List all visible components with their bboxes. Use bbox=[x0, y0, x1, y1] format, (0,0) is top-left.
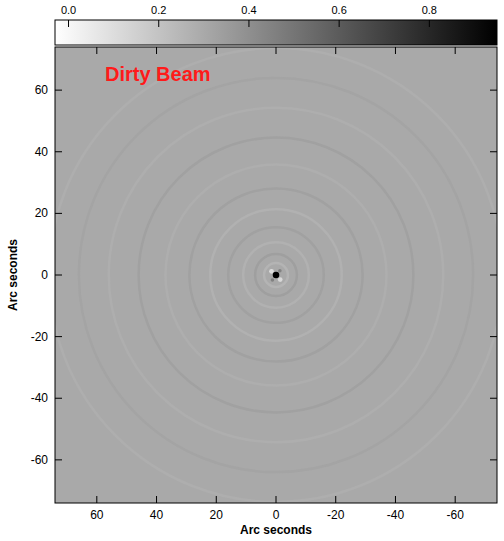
ring bbox=[79, 78, 473, 472]
colorbar-tick bbox=[429, 20, 430, 27]
ring bbox=[255, 254, 297, 296]
x-tick bbox=[96, 47, 97, 54]
beam-spot bbox=[273, 272, 280, 279]
ring bbox=[264, 263, 288, 287]
x-tick-label: 40 bbox=[150, 508, 164, 522]
ring bbox=[189, 188, 362, 361]
colorbar-tick-label: 0.8 bbox=[422, 4, 437, 16]
ring bbox=[109, 108, 443, 442]
ring bbox=[55, 48, 497, 502]
colorbar-tick-label: 0.2 bbox=[151, 4, 166, 16]
beam-spot bbox=[269, 269, 274, 274]
x-tick bbox=[156, 496, 157, 503]
y-tick-label: 40 bbox=[35, 145, 49, 159]
x-tick-label: 0 bbox=[273, 508, 280, 522]
colorbar-tick bbox=[248, 20, 249, 27]
y-tick-label: -60 bbox=[31, 453, 49, 467]
y-tick bbox=[55, 398, 62, 399]
ring bbox=[228, 227, 324, 323]
title: Dirty Beam bbox=[105, 63, 211, 85]
y-tick bbox=[55, 275, 62, 276]
y-tick bbox=[490, 459, 497, 460]
x-tick-label: -20 bbox=[327, 508, 345, 522]
colorbar-tick bbox=[158, 20, 159, 27]
colorbar-tick-label: 0.0 bbox=[61, 4, 76, 16]
colorbar-tick-label: 0.4 bbox=[241, 4, 256, 16]
y-tick bbox=[490, 90, 497, 91]
x-tick bbox=[156, 47, 157, 54]
colorbar-tick bbox=[68, 20, 69, 27]
y-axis-title: Arc seconds bbox=[6, 239, 20, 311]
y-tick-label: 20 bbox=[35, 206, 49, 220]
x-tick bbox=[276, 496, 277, 503]
x-axis-title: Arc seconds bbox=[240, 523, 312, 537]
chart: 0.0 0.2 0.4 0.6 0.8 60 40 20 0 -20 -40 -60 -60 -40 -20… bbox=[0, 0, 504, 541]
y-tick bbox=[55, 459, 62, 460]
colorbar bbox=[55, 20, 497, 45]
colorbar-tick-label: 0.6 bbox=[331, 4, 346, 16]
y-tick bbox=[490, 151, 497, 152]
y-tick-label: -40 bbox=[31, 391, 49, 405]
ring bbox=[166, 165, 387, 386]
image bbox=[55, 47, 497, 503]
x-tick bbox=[216, 496, 217, 503]
y-tick bbox=[55, 151, 62, 152]
x-tick bbox=[395, 496, 396, 503]
y-tick bbox=[55, 336, 62, 337]
ring bbox=[139, 138, 414, 413]
beam-spot bbox=[271, 278, 275, 282]
y-tick bbox=[490, 336, 497, 337]
x-tick bbox=[216, 47, 217, 54]
x-tick bbox=[455, 47, 456, 54]
y-tick bbox=[490, 213, 497, 214]
x-tick-label: 20 bbox=[210, 508, 224, 522]
ring bbox=[243, 242, 309, 308]
y-tick bbox=[490, 398, 497, 399]
x-tick-label: -40 bbox=[387, 508, 405, 522]
y-tick bbox=[55, 213, 62, 214]
x-tick-label: 60 bbox=[90, 508, 104, 522]
y-tick bbox=[490, 275, 497, 276]
x-tick bbox=[335, 47, 336, 54]
x-tick bbox=[335, 496, 336, 503]
y-tick-label: 0 bbox=[41, 268, 48, 282]
x-tick-label: -60 bbox=[447, 508, 465, 522]
x-tick bbox=[276, 47, 277, 54]
ring bbox=[210, 209, 341, 340]
y-tick-label: 60 bbox=[35, 83, 49, 97]
y-tick bbox=[55, 90, 62, 91]
background bbox=[55, 47, 497, 503]
y-tick-label: -20 bbox=[31, 330, 49, 344]
x-tick bbox=[96, 496, 97, 503]
x-tick bbox=[455, 496, 456, 503]
colorbar-tick bbox=[339, 20, 340, 27]
beam-spot bbox=[278, 277, 283, 282]
beam-spot bbox=[278, 269, 282, 273]
frame bbox=[55, 47, 497, 503]
x-tick bbox=[395, 47, 396, 54]
